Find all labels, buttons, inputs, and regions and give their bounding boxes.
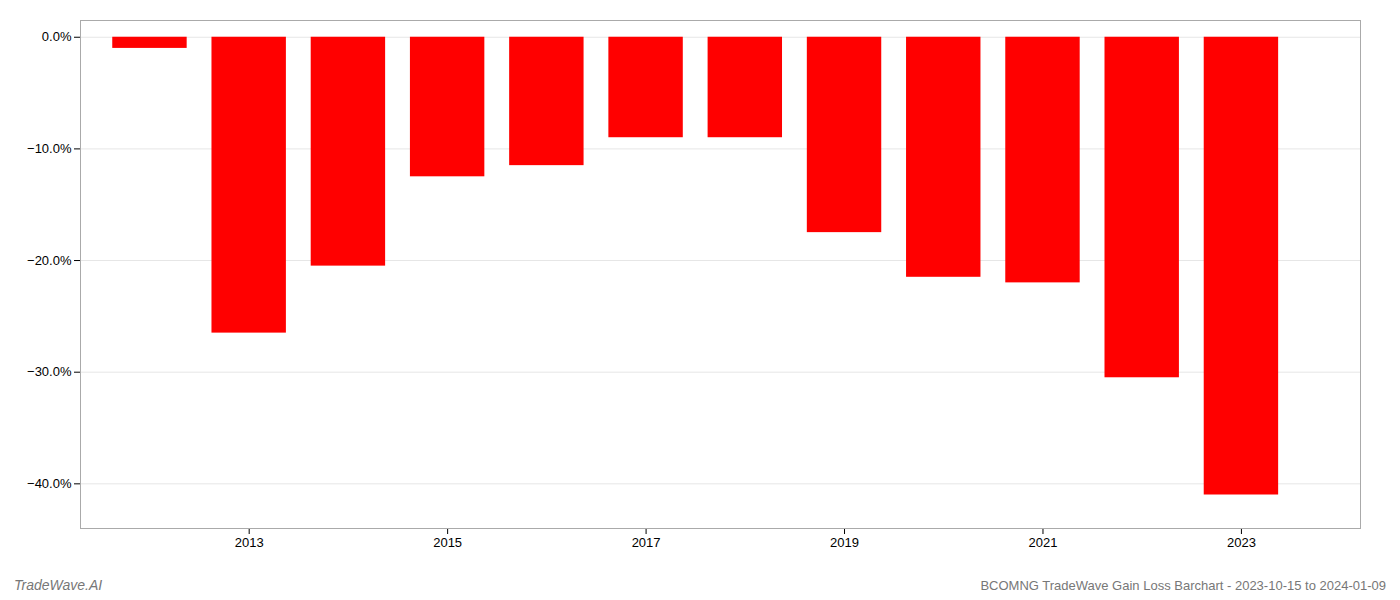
svg-text:2015: 2015 (433, 535, 462, 550)
html-text:TradeWave.AI: TradeWave.AI (14, 577, 103, 593)
svg-text:−40.0%: −40.0% (27, 476, 72, 491)
svg-text:−20.0%: −20.0% (27, 253, 72, 268)
svg-text:0.0%: 0.0% (42, 29, 72, 44)
svg-text:−10.0%: −10.0% (27, 141, 72, 156)
svg-text:2013: 2013 (235, 535, 264, 550)
svg-text:2017: 2017 (632, 535, 661, 550)
svg-text:2023: 2023 (1227, 535, 1256, 550)
svg-text:−30.0%: −30.0% (27, 364, 72, 379)
svg-text:2019: 2019 (830, 535, 859, 550)
svg-text:2021: 2021 (1029, 535, 1058, 550)
html-text:BCOMNG TradeWave Gain Loss Bar: BCOMNG TradeWave Gain Loss Barchart - 20… (980, 577, 1386, 593)
